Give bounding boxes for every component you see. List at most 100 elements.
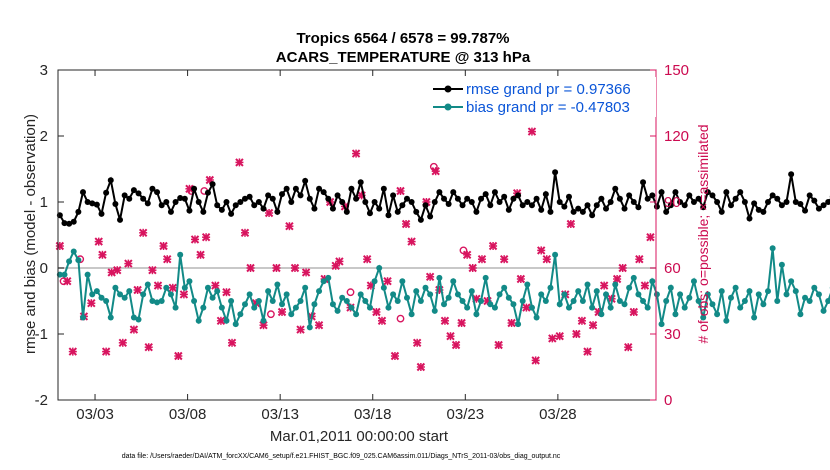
bias-point (510, 301, 517, 308)
obs-assimilated-marker (566, 219, 576, 229)
rmse-point (505, 206, 512, 213)
bias-point (246, 291, 253, 298)
bias-point (140, 291, 147, 298)
bias-point (441, 301, 448, 308)
bias-point (653, 291, 660, 298)
rmse-point (732, 195, 739, 202)
legend-rmse-label: rmse grand pr = 0.97366 (466, 81, 631, 98)
obs-assimilated-marker (138, 228, 148, 238)
obs-assimilated-marker (468, 263, 477, 273)
obs-assimilated-marker (446, 331, 455, 341)
y-right-tick-label: 120 (664, 128, 689, 145)
obs-assimilated-marker (635, 254, 644, 264)
rmse-point (616, 195, 623, 202)
rmse-point (200, 208, 207, 215)
bias-point (802, 294, 809, 301)
rmse-point (320, 189, 327, 196)
rmse-point (316, 185, 323, 192)
rmse-point (93, 201, 100, 208)
bias-point (459, 298, 466, 304)
obs-assimilated-marker (264, 208, 274, 218)
rmse-point (741, 199, 748, 205)
bias-point (788, 278, 795, 285)
obs-assimilated-marker (235, 158, 244, 167)
y-tick-label: -2 (35, 392, 48, 409)
bias-line (59, 248, 830, 328)
obs-assimilated-marker (196, 250, 205, 260)
obs-assimilated-marker (527, 127, 537, 136)
rmse-point (695, 195, 702, 202)
bias-point (103, 298, 110, 304)
bias-point (135, 316, 142, 323)
plot-background (58, 70, 656, 400)
obs-assimilated-marker (477, 254, 487, 264)
rmse-point (283, 185, 290, 192)
obs-assimilated-marker (201, 232, 211, 242)
obs-assimilated-marker (113, 265, 122, 275)
rmse-point (427, 213, 434, 220)
obs-assimilated-marker (599, 281, 609, 290)
axes: 03/03 03/08 03/13 03/18 03/23 03/28-2-1012303… (35, 62, 689, 423)
obs-assimilated-marker (507, 318, 516, 328)
bias-point (695, 298, 702, 304)
bias-point (603, 291, 610, 298)
rmse-point (788, 171, 795, 178)
rmse-point (589, 212, 596, 219)
rmse-point (107, 177, 114, 184)
rmse-point (61, 220, 68, 227)
bias-point (468, 288, 475, 295)
bias-point (751, 314, 758, 321)
rmse-point (154, 189, 161, 196)
rmse-point (663, 208, 670, 215)
rmse-point (140, 195, 147, 202)
rmse-point (570, 208, 577, 215)
obs-assimilated-marker (499, 254, 509, 264)
bias-point (718, 288, 725, 295)
bias-point (552, 251, 559, 258)
bias-point (524, 281, 531, 288)
bias-point (806, 298, 813, 304)
bias-point (320, 278, 327, 285)
bias-point (445, 294, 452, 301)
bias-point (778, 261, 785, 268)
rmse-point (292, 185, 299, 192)
bias-point (306, 324, 313, 331)
bias-point (283, 291, 290, 298)
rmse-point (510, 195, 517, 202)
rmse-point (607, 199, 614, 205)
obs-assimilated-marker (101, 347, 111, 356)
bias-point (616, 298, 623, 304)
obs-assimilated-marker (351, 149, 361, 158)
obs-assimilated-marker (174, 351, 183, 361)
rmse-point (621, 205, 628, 212)
bias-point (260, 317, 267, 324)
rmse-point (279, 191, 286, 198)
rmse-point (399, 202, 406, 209)
bias-point (311, 301, 318, 308)
rmse-point (204, 189, 211, 196)
x-tick-label: 03/18 (354, 406, 392, 423)
obs-assimilated-marker (211, 281, 220, 290)
rmse-point (251, 202, 258, 209)
bias-point (760, 301, 767, 308)
rmse-point (538, 206, 545, 213)
rmse-point (630, 199, 637, 205)
rmse-point (806, 192, 813, 199)
obs-assimilated-marker (335, 257, 344, 266)
rmse-point (158, 202, 165, 209)
rmse-point (376, 205, 383, 212)
obs-assimilated-marker (314, 320, 324, 330)
bias-point (732, 284, 739, 291)
obs-assimilated-marker (612, 274, 622, 284)
rmse-point (542, 191, 549, 198)
bias-point (450, 278, 457, 285)
rmse-point (288, 199, 295, 205)
bias-point (292, 304, 299, 311)
bias-point (487, 301, 494, 308)
bias-point (561, 291, 568, 298)
bias-point (394, 298, 401, 304)
obs-assimilated-marker (87, 298, 96, 308)
y-tick-label: 3 (40, 62, 48, 79)
bias-point (149, 298, 156, 304)
rmse-point (464, 195, 471, 202)
